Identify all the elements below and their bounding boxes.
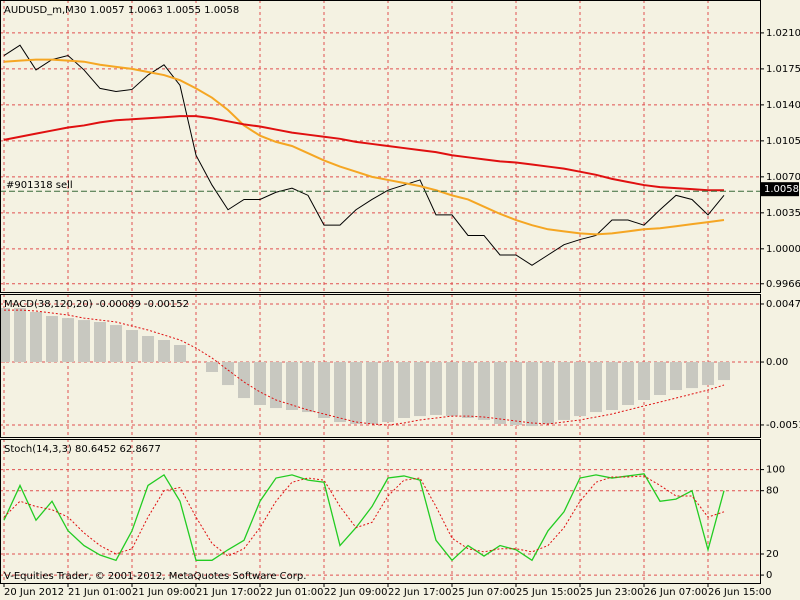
histogram-bar — [238, 362, 250, 399]
order-label: #901318 sell — [6, 180, 73, 191]
signal-line — [4, 309, 725, 426]
histogram-bar — [654, 362, 666, 396]
x-tick-label: 21 Jun 09:00 — [132, 587, 196, 598]
histogram-bar — [414, 362, 426, 417]
histogram-bar — [430, 362, 442, 415]
panel-title: MACD(38,120,20) -0.00089 -0.00152 — [4, 299, 189, 310]
price-line — [3, 44, 725, 266]
histogram-bar — [574, 362, 586, 417]
histogram-bar — [478, 362, 490, 420]
y-tick-label: 100 — [766, 465, 785, 476]
histogram-bar — [718, 362, 730, 381]
histogram-bar — [670, 362, 682, 391]
histogram-bar — [462, 362, 474, 419]
y-tick-label: 1.0000 — [766, 244, 800, 255]
histogram-bar — [638, 362, 650, 401]
y-tick-label: 0.9966 — [766, 279, 800, 290]
histogram-bar — [46, 316, 58, 363]
histogram-bar — [174, 344, 186, 363]
histogram-bar — [510, 362, 522, 426]
panel-title: Stoch(14,3,3) 80.6452 62.8677 — [4, 444, 161, 455]
histogram-bar — [494, 362, 506, 424]
x-tick-label: 26 Jun 15:00 — [708, 587, 772, 598]
y-tick-label: 0.00477 — [766, 299, 800, 310]
x-tick-label: 25 Jun 23:00 — [580, 587, 644, 598]
histogram-bar — [158, 340, 170, 363]
y-tick-label: 1.0105 — [766, 136, 800, 147]
panel-frame — [0, 0, 761, 293]
histogram-bar — [30, 312, 42, 363]
histogram-bar — [318, 362, 330, 419]
histogram-bar — [206, 362, 218, 373]
histogram-bar — [366, 362, 378, 424]
main-line — [3, 473, 725, 562]
y-tick-label: 1.0070 — [766, 172, 800, 183]
x-tick-label: 20 Jun 2012 — [4, 587, 64, 598]
histogram-bar — [398, 362, 410, 419]
histogram-bar — [590, 362, 602, 413]
y-tick-label: -0.00517 — [766, 420, 800, 431]
price-tag — [761, 182, 799, 197]
y-tick-label: 20 — [766, 549, 779, 560]
moving-average — [3, 115, 724, 192]
histogram-bar — [446, 362, 458, 417]
y-tick-label: 1.0210 — [766, 28, 800, 39]
x-tick-label: 22 Jun 09:00 — [324, 587, 388, 598]
histogram-bar — [686, 362, 698, 389]
histogram-bar — [110, 325, 122, 363]
x-tick-label: 21 Jun 17:00 — [196, 587, 260, 598]
histogram-bar — [526, 362, 538, 427]
histogram-bar — [14, 307, 26, 363]
price-tag-label: 1.0058 — [764, 184, 799, 195]
y-tick-label: 80 — [766, 486, 779, 497]
histogram-bar — [142, 335, 154, 363]
histogram-bar — [62, 318, 74, 363]
y-tick-label: 1.0035 — [766, 208, 800, 219]
x-tick-label: 22 Jun 01:00 — [260, 587, 324, 598]
x-tick-label: 26 Jun 07:00 — [644, 587, 708, 598]
histogram-bar — [270, 362, 282, 409]
histogram-bar — [302, 362, 314, 413]
x-tick-label: 25 Jun 07:00 — [452, 587, 516, 598]
histogram-bar — [542, 362, 554, 424]
signal-line — [3, 475, 725, 557]
histogram-bar — [382, 362, 394, 423]
copyright: V-Equities Trader, © 2001-2012, MetaQuot… — [4, 571, 306, 582]
y-tick-label: 0.00 — [766, 357, 788, 368]
histogram-bar — [622, 362, 634, 405]
histogram-bar — [334, 362, 346, 423]
panel-title: AUDUSD_m,M30 1.0057 1.0063 1.0055 1.0058 — [4, 5, 239, 16]
histogram-bar — [702, 362, 714, 386]
histogram-bar — [558, 362, 570, 420]
histogram-bar — [350, 362, 362, 424]
y-tick-label: 0 — [766, 570, 772, 581]
histogram-bar — [286, 362, 298, 410]
histogram-bar — [94, 321, 106, 363]
y-tick-label: 1.0175 — [766, 64, 800, 75]
histogram-bar — [254, 362, 266, 405]
histogram-bar — [606, 362, 618, 410]
x-tick-label: 25 Jun 15:00 — [516, 587, 580, 598]
histogram-bar — [0, 307, 10, 363]
moving-average — [3, 58, 725, 236]
x-tick-label: 21 Jun 01:00 — [68, 587, 132, 598]
histogram-bar — [78, 320, 90, 363]
y-tick-label: 1.0140 — [766, 100, 800, 111]
x-tick-label: 22 Jun 17:00 — [388, 587, 452, 598]
panel-frame — [0, 439, 761, 584]
histogram-bar — [126, 330, 138, 363]
panel-frame — [0, 294, 761, 438]
